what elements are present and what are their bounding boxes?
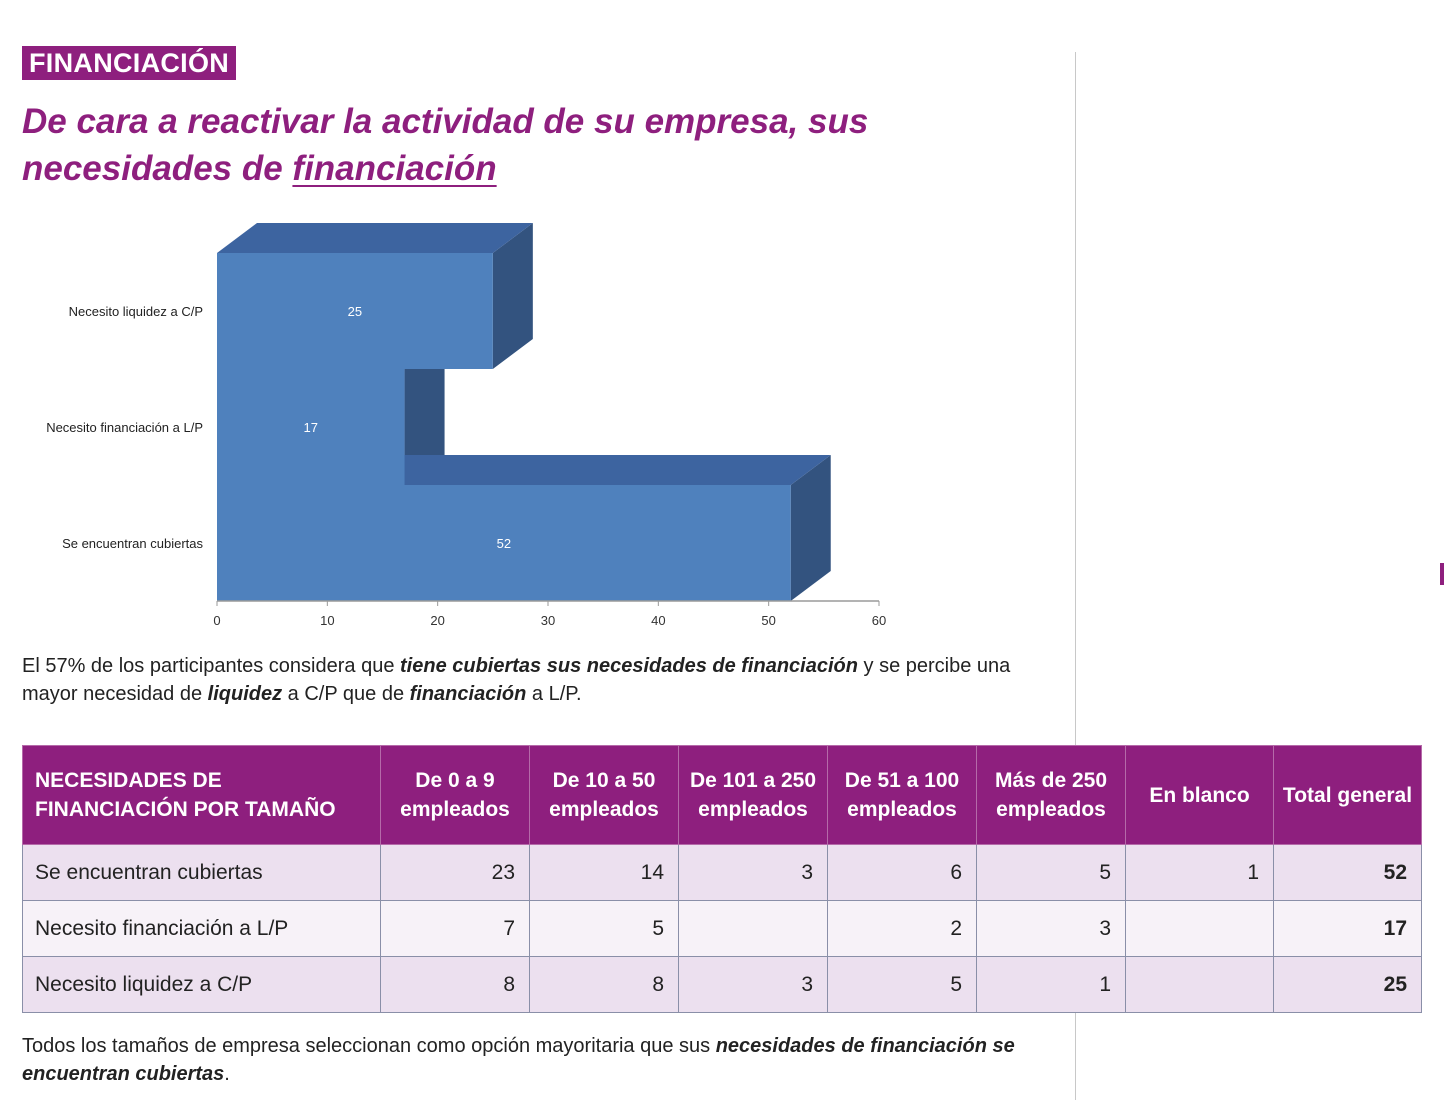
page-edge-marker xyxy=(1440,563,1444,585)
x-tick-label-3: 30 xyxy=(541,613,555,628)
table-cell: 8 xyxy=(380,956,530,1013)
header-51-100: De 51 a 100 empleados xyxy=(827,745,977,845)
category-label-2: Se encuentran cubiertas xyxy=(62,536,203,551)
category-label-1: Necesito financiación a L/P xyxy=(46,420,203,435)
p2-text-2: . xyxy=(224,1063,230,1085)
table-cell: 3 xyxy=(976,900,1126,957)
section-tag: FINANCIACIÓN xyxy=(22,46,237,80)
table-cell xyxy=(1125,900,1274,957)
row-label: Necesito financiación a L/P xyxy=(22,900,381,957)
table-header-row: NECESIDADES DE FINANCIACIÓN POR TAMAÑO D… xyxy=(22,745,1422,845)
table-cell xyxy=(678,900,828,957)
bar-top-0 xyxy=(217,223,533,253)
table-cell: 8 xyxy=(529,956,679,1013)
p1-text-2: y se percibe una mayor necesidad de xyxy=(22,655,1011,705)
header-101-250: De 101 a 250 empleados xyxy=(678,745,828,845)
bar-chart: 0 10 20 30 40 50 60 Necesito liquidez a C/P 25 Ne… xyxy=(46,223,886,628)
table-row: Necesito liquidez a C/P 8 8 3 5 1 25 xyxy=(22,956,1422,1013)
table-cell: 23 xyxy=(380,844,530,901)
row-label: Necesito liquidez a C/P xyxy=(22,956,381,1013)
page-title: De cara a reactivar la actividad de su e… xyxy=(22,98,922,192)
header-10-50: De 10 a 50 empleados xyxy=(529,745,679,845)
p2-emphasis-1: necesidades de financiación se encuentra… xyxy=(22,1035,1015,1085)
conclusion-paragraph: Todos los tamaños de empresa seleccionan… xyxy=(22,1032,1022,1088)
bar-1 xyxy=(217,369,405,485)
table-cell: 7 xyxy=(380,900,530,957)
table-cell: 2 xyxy=(827,900,977,957)
header-blank: En blanco xyxy=(1125,745,1274,845)
bar-side-2 xyxy=(790,455,831,601)
bar-side-0 xyxy=(492,223,533,369)
row-label: Se encuentran cubiertas xyxy=(22,844,381,901)
table-cell: 1 xyxy=(1125,844,1274,901)
table-cell: 5 xyxy=(976,844,1126,901)
table-row: Se encuentran cubiertas 23 14 3 6 5 1 52 xyxy=(22,844,1422,901)
row-total: 52 xyxy=(1273,844,1422,901)
row-total: 17 xyxy=(1273,900,1422,957)
header-0-9: De 0 a 9 empleados xyxy=(380,745,530,845)
data-label-1: 17 xyxy=(304,420,318,435)
table-cell: 3 xyxy=(678,844,828,901)
x-tick-label-0: 0 xyxy=(213,613,220,628)
table-row: Necesito financiación a L/P 7 5 2 3 17 xyxy=(22,900,1422,957)
data-label-2: 52 xyxy=(497,536,511,551)
financing-needs-table: NECESIDADES DE FINANCIACIÓN POR TAMAÑO D… xyxy=(22,745,1422,1013)
row-total: 25 xyxy=(1273,956,1422,1013)
p1-text-4: a L/P. xyxy=(526,683,582,705)
table-cell xyxy=(1125,956,1274,1013)
header-category: NECESIDADES DE FINANCIACIÓN POR TAMAÑO xyxy=(22,745,381,845)
header-total: Total general xyxy=(1273,745,1422,845)
p1-text-3: a C/P que de xyxy=(282,683,410,705)
x-tick-label-4: 40 xyxy=(651,613,665,628)
p1-text-1: El 57% de los participantes considera qu… xyxy=(22,655,401,677)
x-tick-label-1: 10 xyxy=(320,613,334,628)
table-cell: 1 xyxy=(976,956,1126,1013)
p1-emphasis-1: tiene cubiertas sus necesidades de finan… xyxy=(400,655,858,677)
bar-0 xyxy=(217,253,493,369)
column-divider xyxy=(1075,52,1076,1100)
table-cell: 5 xyxy=(827,956,977,1013)
title-text: De cara a reactivar la actividad de su e… xyxy=(22,102,869,188)
summary-paragraph: El 57% de los participantes considera qu… xyxy=(22,652,1022,708)
p1-emphasis-3: financiación xyxy=(409,683,527,705)
x-tick-label-5: 50 xyxy=(761,613,775,628)
category-label-0: Necesito liquidez a C/P xyxy=(69,304,203,319)
bar-side-1 xyxy=(404,339,445,485)
x-tick-label-6: 60 xyxy=(872,613,886,628)
header-250-plus: Más de 250 empleados xyxy=(976,745,1126,845)
table-cell: 6 xyxy=(827,844,977,901)
x-tick-label-2: 20 xyxy=(430,613,444,628)
bar-2 xyxy=(217,485,791,601)
table-cell: 5 xyxy=(529,900,679,957)
table-cell: 14 xyxy=(529,844,679,901)
data-label-0: 25 xyxy=(348,304,362,319)
p1-emphasis-2: liquidez xyxy=(207,683,283,705)
p2-text-1: Todos los tamaños de empresa seleccionan… xyxy=(22,1035,716,1057)
title-underlined-word: financiación xyxy=(292,149,497,188)
table-cell: 3 xyxy=(678,956,828,1013)
